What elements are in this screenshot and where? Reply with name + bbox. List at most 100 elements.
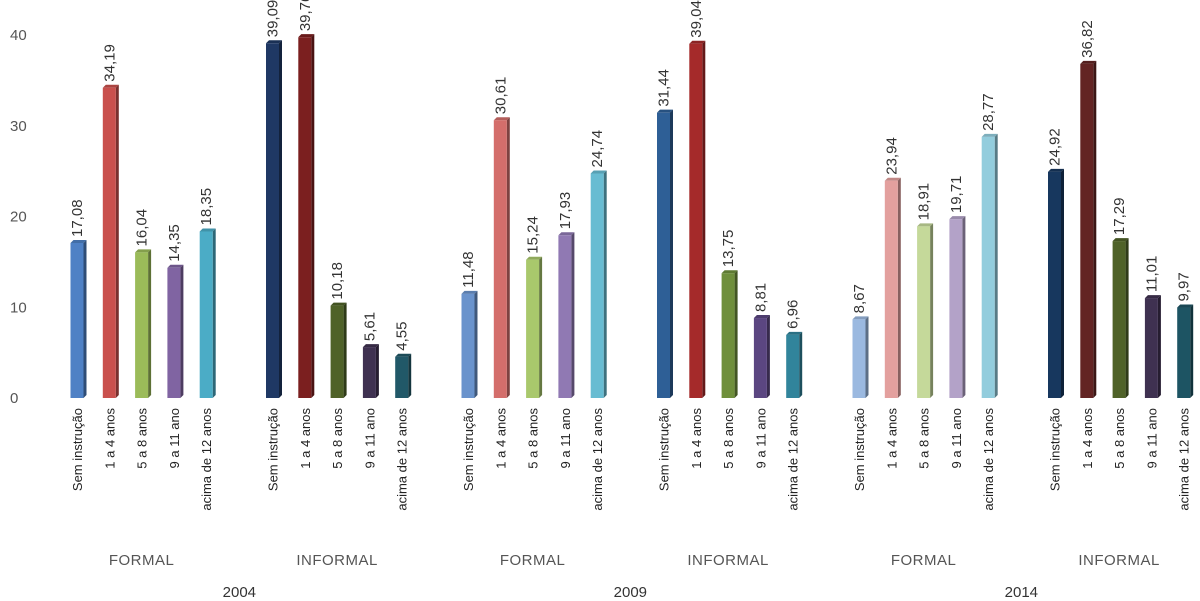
category-label: 1 a 4 anos — [298, 408, 313, 469]
bar-front — [657, 112, 670, 398]
bar-top — [721, 270, 738, 274]
bar-side — [670, 109, 673, 398]
category-label: Sem instrução — [266, 408, 281, 491]
category-label: 1 a 4 anos — [1080, 408, 1095, 469]
bar — [689, 40, 706, 398]
bar-front — [852, 319, 866, 398]
bar-front — [526, 259, 540, 398]
bar-side — [474, 290, 478, 398]
category-label: 5 a 8 anos — [330, 408, 345, 469]
data-label: 5,61 — [361, 312, 378, 341]
bar-side — [930, 223, 934, 398]
data-label: 24,92 — [1047, 128, 1064, 166]
bar-front — [884, 180, 898, 398]
category-label: Sem instrução — [1048, 408, 1063, 491]
bar — [362, 344, 379, 398]
bar-top — [558, 232, 575, 236]
bar — [167, 264, 184, 398]
bar-top — [689, 40, 706, 44]
bar — [590, 170, 607, 398]
bar — [884, 177, 901, 398]
bar-side — [1190, 304, 1194, 398]
bar — [266, 40, 282, 399]
bar-top — [135, 249, 152, 253]
bar-top — [786, 331, 803, 335]
bar — [1144, 295, 1161, 398]
bar — [1177, 304, 1194, 398]
data-label: 17,29 — [1111, 198, 1128, 236]
category-label: Sem instrução — [852, 408, 867, 491]
data-label: 36,82 — [1079, 20, 1096, 58]
bar-front — [949, 219, 963, 398]
category-label: Sem instrução — [657, 408, 672, 491]
bar-top — [981, 133, 998, 137]
bar-top — [167, 264, 184, 268]
bar-side — [766, 315, 770, 398]
bar-top — [395, 353, 412, 357]
data-label: 39,76 — [297, 0, 314, 31]
group-label: INFORMAL — [296, 552, 378, 569]
bar — [526, 256, 543, 398]
category-label: 5 a 8 anos — [721, 408, 736, 469]
data-label: 8,81 — [752, 283, 769, 312]
bar-side — [148, 249, 152, 398]
bar-front — [70, 242, 84, 398]
bar-side — [408, 353, 412, 398]
bar-front — [590, 173, 604, 398]
bar — [721, 270, 738, 398]
category-label: 1 a 4 anos — [102, 408, 117, 469]
data-label: 11,01 — [1143, 256, 1160, 292]
bar-front — [1048, 171, 1061, 398]
bar-top — [1080, 60, 1097, 64]
bar — [199, 228, 216, 398]
bar-top — [330, 302, 347, 306]
category-label: 9 a 11 ano — [1144, 408, 1159, 468]
category-label: Sem instrução — [70, 408, 85, 491]
data-label: 6,96 — [785, 300, 802, 329]
bar — [70, 239, 87, 398]
bar-top — [526, 256, 543, 260]
bar — [949, 216, 966, 398]
bar — [558, 232, 575, 398]
data-label: 11,48 — [460, 251, 477, 287]
bar-side — [83, 239, 87, 398]
bar-top — [70, 239, 87, 243]
y-tick-label: 10 — [10, 299, 27, 316]
category-label: Sem instrução — [461, 408, 476, 491]
data-label: 16,04 — [134, 209, 151, 247]
bar-side — [279, 40, 282, 399]
data-label: 23,94 — [883, 137, 900, 175]
bar-front — [461, 293, 475, 398]
data-label: 39,04 — [688, 0, 705, 38]
data-label: 4,55 — [394, 322, 411, 351]
bar-front — [558, 235, 572, 398]
category-label: acima de 12 anos — [199, 408, 214, 511]
bar-front — [266, 43, 279, 399]
bar — [330, 302, 347, 398]
bar-side — [115, 84, 119, 398]
bar-top — [461, 290, 478, 294]
bar-top — [298, 34, 315, 38]
category-label: 9 a 11 ano — [949, 408, 964, 468]
bar — [753, 315, 770, 398]
year-label: 2004 — [223, 584, 256, 601]
bar-front — [786, 334, 800, 398]
data-label: 13,75 — [720, 230, 737, 268]
bar-top — [1112, 238, 1129, 242]
bar-side — [1125, 238, 1129, 398]
bar-top — [917, 223, 934, 227]
bars — [70, 34, 1194, 399]
data-label: 31,44 — [656, 69, 673, 107]
category-label: 1 a 4 anos — [689, 408, 704, 469]
bar — [1112, 238, 1129, 398]
category-label: acima de 12 anos — [981, 408, 996, 511]
bar-front — [102, 87, 116, 398]
category-label: 9 a 11 ano — [167, 408, 182, 468]
labels: 17,08 Sem instrução 34,19 1 a 4 anos 16,04 5 … — [69, 0, 1193, 601]
data-label: 30,61 — [492, 77, 509, 115]
y-tick-label: 40 — [10, 27, 27, 44]
bar-side — [865, 316, 869, 398]
bar-side — [994, 133, 998, 399]
category-label: acima de 12 anos — [395, 408, 410, 511]
